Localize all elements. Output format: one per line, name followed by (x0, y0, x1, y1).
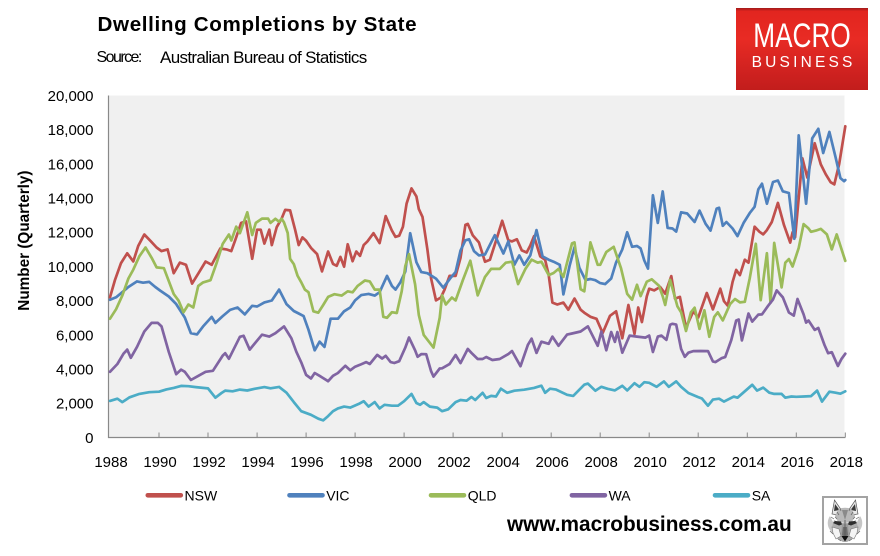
svg-text:2002: 2002 (437, 454, 470, 471)
svg-text:10,000: 10,000 (48, 259, 94, 276)
svg-text:16,000: 16,000 (48, 156, 94, 173)
svg-text:VIC: VIC (326, 487, 349, 503)
svg-text:20,000: 20,000 (48, 88, 94, 105)
svg-text:2008: 2008 (585, 454, 618, 471)
svg-text:4,000: 4,000 (56, 362, 94, 379)
svg-text:6,000: 6,000 (56, 327, 94, 344)
svg-text:2000: 2000 (388, 454, 421, 471)
svg-text:1998: 1998 (339, 454, 372, 471)
svg-text:2004: 2004 (487, 454, 520, 471)
svg-text:2,000: 2,000 (56, 396, 94, 413)
svg-text:2006: 2006 (536, 454, 569, 471)
svg-text:Number (Quarterly): Number (Quarterly) (16, 170, 33, 310)
svg-text:14,000: 14,000 (48, 191, 94, 208)
svg-text:1996: 1996 (290, 454, 323, 471)
svg-text:2018: 2018 (830, 454, 863, 471)
svg-text:2014: 2014 (732, 454, 765, 471)
svg-text:18,000: 18,000 (48, 122, 94, 139)
svg-text:WA: WA (609, 487, 632, 503)
svg-text:1994: 1994 (241, 454, 274, 471)
svg-text:2010: 2010 (634, 454, 667, 471)
svg-text:8,000: 8,000 (56, 293, 94, 310)
svg-text:1988: 1988 (94, 454, 127, 471)
svg-text:QLD: QLD (468, 487, 497, 503)
svg-text:12,000: 12,000 (48, 225, 94, 242)
svg-text:1990: 1990 (143, 454, 176, 471)
svg-text:2016: 2016 (781, 454, 814, 471)
svg-text:NSW: NSW (185, 487, 218, 503)
svg-text:0: 0 (85, 430, 93, 447)
svg-text:SA: SA (752, 487, 771, 503)
svg-text:2012: 2012 (683, 454, 716, 471)
svg-text:1992: 1992 (192, 454, 225, 471)
